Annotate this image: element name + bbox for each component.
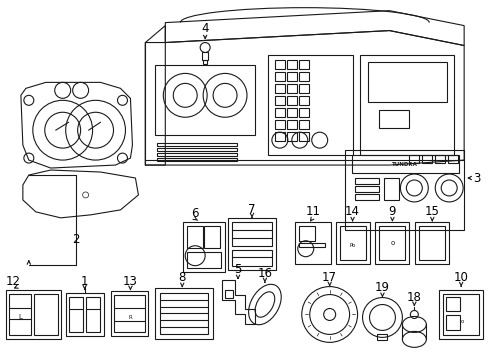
Text: Po: Po bbox=[349, 243, 355, 248]
Bar bbox=[187, 226, 203, 248]
Bar bbox=[274, 60, 285, 69]
Bar bbox=[442, 293, 478, 336]
Bar bbox=[298, 60, 308, 69]
Bar bbox=[203, 60, 207, 64]
Bar bbox=[160, 293, 208, 334]
Bar bbox=[359, 55, 453, 155]
Bar bbox=[414, 222, 448, 264]
Bar bbox=[446, 297, 459, 311]
Text: o: o bbox=[460, 319, 463, 324]
Text: 3: 3 bbox=[472, 171, 480, 185]
Bar bbox=[286, 132, 296, 141]
Bar bbox=[286, 60, 296, 69]
Bar bbox=[113, 294, 145, 332]
Bar bbox=[298, 108, 308, 117]
Text: 10: 10 bbox=[453, 271, 468, 284]
Bar bbox=[187, 252, 221, 268]
Bar bbox=[446, 315, 459, 330]
Text: 13: 13 bbox=[123, 275, 138, 288]
Bar bbox=[375, 222, 408, 264]
Bar bbox=[274, 132, 285, 141]
Bar bbox=[286, 108, 296, 117]
Bar bbox=[339, 226, 365, 260]
Text: 14: 14 bbox=[345, 205, 359, 219]
Bar bbox=[298, 243, 324, 247]
Bar bbox=[65, 293, 103, 336]
Bar bbox=[274, 72, 285, 81]
Bar bbox=[367, 62, 447, 102]
Bar bbox=[157, 143, 237, 146]
Bar bbox=[354, 186, 379, 192]
Bar bbox=[34, 293, 58, 336]
Bar bbox=[286, 120, 296, 129]
Text: 12: 12 bbox=[5, 275, 20, 288]
Bar bbox=[298, 96, 308, 105]
Bar bbox=[379, 226, 405, 260]
Bar bbox=[274, 96, 285, 105]
Bar bbox=[298, 226, 314, 241]
Bar bbox=[267, 55, 352, 155]
Bar bbox=[9, 293, 31, 336]
Bar bbox=[232, 222, 271, 246]
Bar bbox=[286, 72, 296, 81]
Text: 19: 19 bbox=[374, 281, 389, 294]
Bar bbox=[335, 222, 369, 264]
Bar bbox=[298, 132, 308, 141]
Text: R: R bbox=[128, 315, 132, 320]
Text: o: o bbox=[389, 240, 394, 246]
Bar bbox=[274, 84, 285, 93]
Bar bbox=[419, 226, 444, 260]
Bar bbox=[298, 72, 308, 81]
Text: 9: 9 bbox=[388, 205, 395, 219]
Bar bbox=[157, 148, 237, 151]
Bar bbox=[438, 289, 482, 339]
Bar bbox=[227, 218, 275, 270]
Bar bbox=[183, 222, 224, 272]
Bar bbox=[202, 53, 208, 60]
Bar bbox=[408, 155, 419, 163]
Text: 16: 16 bbox=[257, 267, 272, 280]
Text: L: L bbox=[18, 315, 22, 320]
Text: 4: 4 bbox=[201, 22, 208, 35]
Text: 8: 8 bbox=[178, 271, 185, 284]
Bar bbox=[377, 334, 386, 340]
Bar bbox=[68, 297, 82, 332]
Bar bbox=[157, 153, 237, 156]
Text: 5: 5 bbox=[234, 263, 241, 276]
Text: 6: 6 bbox=[191, 207, 199, 220]
Bar bbox=[286, 84, 296, 93]
Text: 1: 1 bbox=[81, 275, 88, 288]
Bar bbox=[232, 250, 271, 266]
Text: 7: 7 bbox=[248, 203, 255, 216]
Bar bbox=[155, 66, 254, 135]
Bar bbox=[422, 155, 431, 163]
Bar bbox=[274, 120, 285, 129]
Bar bbox=[294, 222, 330, 264]
Bar bbox=[110, 291, 148, 336]
Bar bbox=[155, 288, 213, 339]
Bar bbox=[286, 96, 296, 105]
Bar bbox=[298, 120, 308, 129]
Text: TUNDRA: TUNDRA bbox=[392, 162, 417, 167]
Text: 2: 2 bbox=[72, 233, 79, 246]
Bar bbox=[6, 289, 61, 339]
Bar bbox=[354, 178, 379, 184]
Bar bbox=[157, 158, 237, 161]
Text: 11: 11 bbox=[305, 205, 320, 219]
Bar bbox=[354, 194, 379, 200]
Text: 17: 17 bbox=[322, 271, 337, 284]
Bar bbox=[203, 226, 220, 248]
Bar bbox=[298, 84, 308, 93]
Text: 18: 18 bbox=[406, 291, 421, 304]
Bar bbox=[434, 155, 444, 163]
Bar bbox=[384, 178, 399, 200]
Text: 15: 15 bbox=[424, 205, 439, 219]
Bar bbox=[447, 155, 457, 163]
Bar bbox=[274, 108, 285, 117]
Bar bbox=[344, 150, 463, 230]
Bar bbox=[379, 110, 408, 128]
Bar bbox=[85, 297, 100, 332]
Bar bbox=[224, 289, 233, 298]
Bar bbox=[351, 155, 458, 173]
